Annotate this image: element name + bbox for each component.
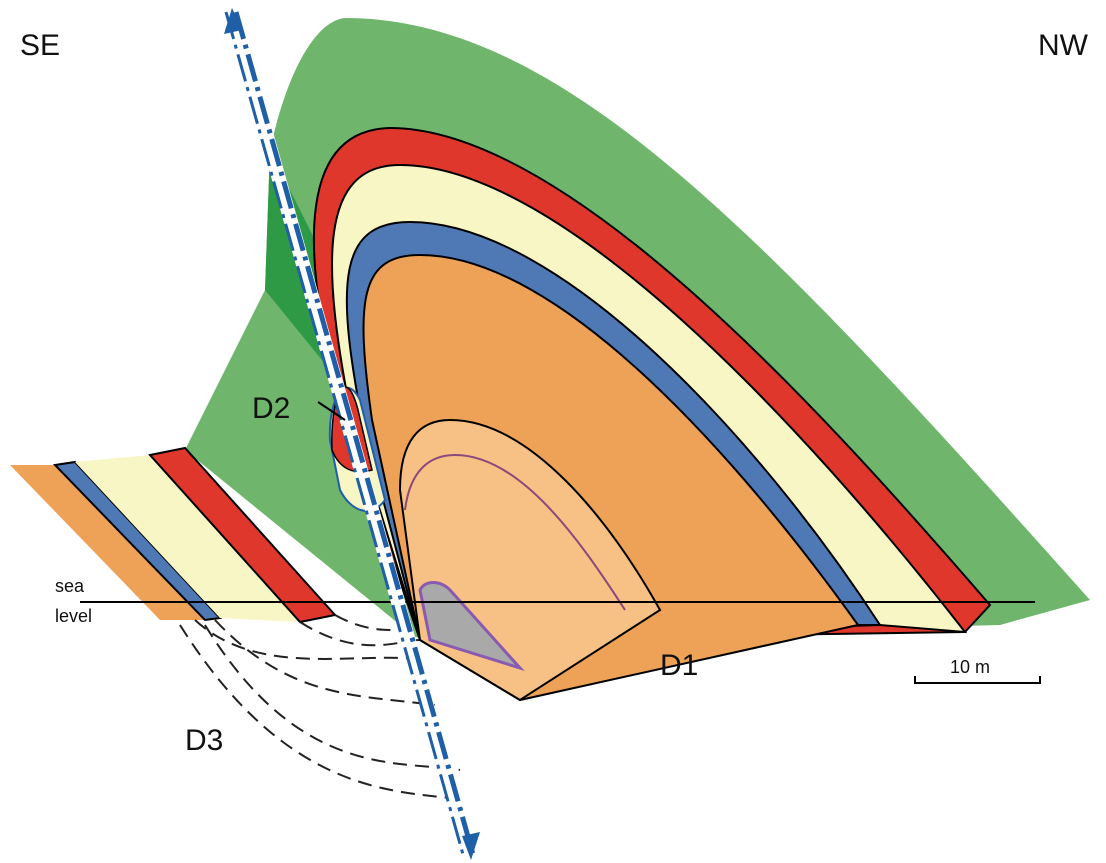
- nw-label: NW: [1038, 29, 1089, 62]
- d2-label: D2: [252, 392, 290, 425]
- page: {"labels": {"se": "SE", "nw": "NW", "d1"…: [0, 0, 1106, 863]
- scale-bar: [915, 676, 1040, 684]
- d3-label: D3: [185, 724, 223, 757]
- level-label: level: [55, 606, 92, 626]
- sea-label: sea: [55, 576, 85, 596]
- d1-label: D1: [660, 649, 698, 682]
- se-label: SE: [20, 29, 60, 62]
- scale-label: 10 m: [950, 657, 990, 677]
- cross-section: SE NW D2 D1 D3 sea level 10 m: [0, 0, 1106, 863]
